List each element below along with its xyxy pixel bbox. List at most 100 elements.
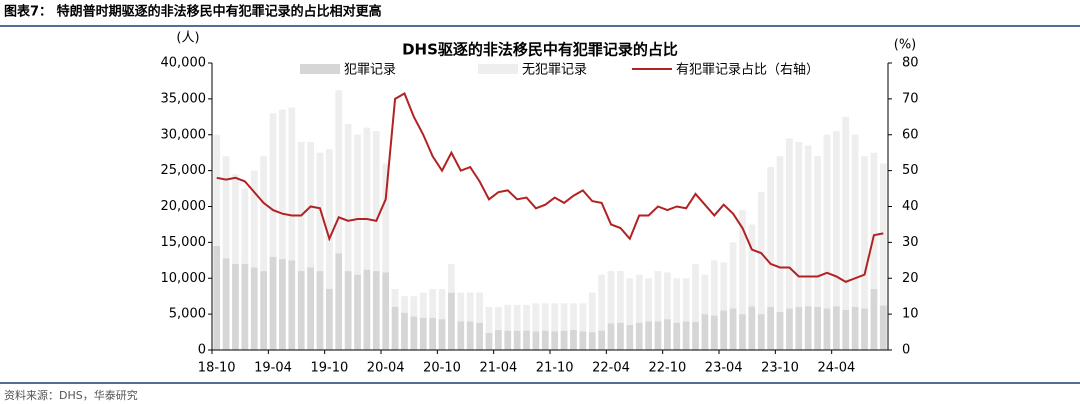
bar <box>795 141 803 307</box>
bar <box>541 330 549 350</box>
bar <box>222 156 230 259</box>
y-tick-label: 35,000 <box>161 91 207 106</box>
y-tick-label: 30,000 <box>161 127 207 142</box>
bar <box>316 152 324 272</box>
bar <box>729 242 737 309</box>
bar <box>541 303 549 331</box>
bar <box>823 308 831 350</box>
x-tick-label: 22-04 <box>592 361 630 376</box>
x-tick-label: 19-10 <box>310 361 348 376</box>
bar <box>532 331 540 350</box>
bar <box>739 210 746 315</box>
bar <box>861 308 868 350</box>
bar <box>607 323 615 350</box>
bar <box>382 272 390 350</box>
bar <box>307 141 314 268</box>
bar <box>551 303 559 332</box>
bar <box>241 188 249 264</box>
bar <box>842 116 850 310</box>
bar <box>485 306 493 333</box>
bar <box>325 289 333 350</box>
bar <box>523 304 530 331</box>
bar <box>241 263 249 350</box>
bar <box>504 304 512 331</box>
bar <box>485 332 493 350</box>
bar <box>814 156 821 307</box>
bar <box>570 303 577 330</box>
bar <box>739 314 746 350</box>
bar <box>786 308 793 350</box>
bar <box>269 113 277 257</box>
bar <box>832 306 840 350</box>
bar <box>870 152 878 290</box>
bar <box>382 163 390 273</box>
bar <box>823 134 831 309</box>
bar <box>438 289 446 320</box>
y-tick-label: 40,000 <box>161 56 207 71</box>
bar <box>663 272 671 320</box>
x-tick-label: 19-04 <box>254 361 292 376</box>
bar <box>297 141 305 272</box>
bar <box>598 330 606 350</box>
bar <box>372 271 380 350</box>
y-tick-label: 15,000 <box>161 235 207 250</box>
bar <box>654 321 662 350</box>
bar <box>710 315 718 350</box>
bar <box>617 322 624 350</box>
bar <box>391 289 399 307</box>
bar <box>335 90 343 254</box>
bar <box>532 303 540 332</box>
source: 资料来源：DHS，华泰研究 <box>4 388 138 402</box>
bar <box>748 224 756 307</box>
bar <box>701 314 709 350</box>
bar <box>513 330 521 350</box>
bar <box>757 314 765 350</box>
bar <box>673 278 681 323</box>
bar <box>870 289 878 350</box>
bar <box>654 271 662 322</box>
x-tick-label: 20-04 <box>367 361 405 376</box>
bar <box>429 317 437 350</box>
bar <box>232 174 239 264</box>
bar <box>701 274 709 315</box>
bar <box>560 330 568 350</box>
bar <box>448 292 455 350</box>
bar <box>579 331 587 350</box>
bar <box>438 319 446 350</box>
bar <box>344 271 352 350</box>
bar <box>513 304 521 331</box>
chart-title: DHS驱逐的非法移民中有犯罪记录的占比 <box>402 41 678 59</box>
bar <box>851 134 859 307</box>
bar <box>448 263 455 293</box>
y2-axis-label: (%) <box>894 38 917 53</box>
y-tick-label: 20,000 <box>161 199 207 214</box>
bar <box>363 127 371 270</box>
bar <box>626 324 634 350</box>
bar <box>551 331 559 350</box>
bar <box>279 258 286 350</box>
bar <box>842 309 850 350</box>
bar <box>457 321 465 350</box>
x-tick-label: 20-10 <box>423 361 461 376</box>
bar <box>288 107 296 261</box>
bar <box>213 245 221 350</box>
bar <box>832 131 840 307</box>
bar <box>617 271 624 323</box>
legend-swatch <box>478 64 518 74</box>
y-tick-label: 10,000 <box>161 271 207 286</box>
bar <box>410 296 418 317</box>
bar <box>720 310 728 350</box>
bar <box>560 303 568 331</box>
bar <box>645 321 652 350</box>
header-title: 图表7： 特朗普时期驱逐的非法移民中有犯罪记录的占比相对更高 <box>4 4 382 20</box>
bar <box>222 258 230 350</box>
bar <box>748 306 756 350</box>
bar <box>776 311 784 350</box>
bar <box>729 308 737 350</box>
bar <box>710 260 718 316</box>
y2-tick-label: 70 <box>902 91 919 106</box>
y2-tick-label: 30 <box>902 235 919 250</box>
y2-tick-label: 80 <box>902 56 919 71</box>
y-tick-label: 5,000 <box>169 307 206 322</box>
